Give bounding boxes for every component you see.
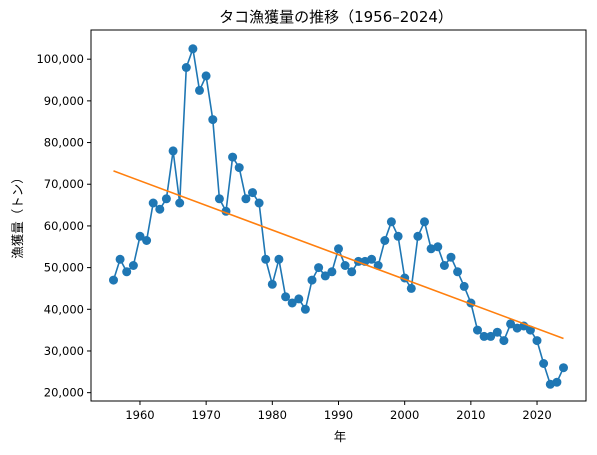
data-point <box>473 325 482 335</box>
data-point <box>486 331 496 341</box>
data-point <box>393 231 403 241</box>
data-point <box>201 71 211 81</box>
y-tick-label: 30,000 <box>44 344 84 358</box>
data-point <box>254 198 264 208</box>
x-tick-label: 1970 <box>192 408 221 422</box>
data-point <box>181 63 191 72</box>
data-point <box>300 304 310 314</box>
y-tick-label: 70,000 <box>44 177 84 191</box>
data-point <box>380 236 390 245</box>
plot-area <box>90 29 587 402</box>
data-point <box>128 261 138 270</box>
data-point <box>506 319 516 329</box>
data-point <box>413 231 423 241</box>
data-point <box>188 44 198 54</box>
data-point <box>446 252 456 262</box>
data-point <box>135 231 145 241</box>
data-point <box>479 331 489 341</box>
data-point <box>122 267 132 277</box>
y-tick-label: 50,000 <box>44 261 84 275</box>
data-point <box>142 236 152 245</box>
data-point <box>492 327 502 337</box>
data-point <box>459 281 469 291</box>
data-point <box>499 336 509 346</box>
data-point <box>241 194 251 204</box>
data-point <box>334 244 343 254</box>
x-axis-label: 年 <box>334 429 347 444</box>
data-point <box>307 275 317 285</box>
data-point <box>234 163 244 173</box>
data-point <box>433 242 443 252</box>
y-axis: 20,000 30,000 40,000 50,000 60,000 70,000 80,0… <box>36 52 91 400</box>
y-axis-label: 漁獲量（トン） <box>10 171 25 259</box>
y-tick-label: 90,000 <box>44 94 84 108</box>
y-tick-label: 100,000 <box>36 52 84 66</box>
x-tick-label: 1960 <box>125 408 154 422</box>
data-point <box>373 261 383 270</box>
chart-title: タコ漁獲量の推移（1956–2024） <box>219 8 453 26</box>
data-point <box>406 283 416 293</box>
data-point <box>367 254 377 264</box>
data-point <box>294 294 304 304</box>
x-tick-label: 2000 <box>390 408 419 422</box>
data-point <box>532 336 542 346</box>
data-point <box>314 263 324 273</box>
data-point <box>552 377 562 387</box>
x-tick-label: 2020 <box>522 408 551 422</box>
x-tick-label: 1990 <box>324 408 353 422</box>
y-tick-label: 80,000 <box>44 136 84 150</box>
data-point <box>228 152 238 162</box>
data-point <box>439 261 449 270</box>
data-point <box>214 194 224 204</box>
data-point <box>320 271 330 281</box>
y-tick-label: 20,000 <box>44 386 84 400</box>
data-point <box>195 85 204 95</box>
x-tick-label: 2010 <box>456 408 485 422</box>
data-point <box>386 217 396 227</box>
data-point <box>161 194 171 204</box>
data-point <box>274 254 284 264</box>
data-point <box>420 217 429 227</box>
data-point <box>287 298 297 308</box>
data-point <box>115 254 125 264</box>
data-point <box>248 188 257 198</box>
y-tick-label: 60,000 <box>44 219 84 233</box>
trend-line <box>113 170 564 340</box>
data-point <box>559 363 568 373</box>
data-point <box>267 279 277 289</box>
data-point <box>155 204 165 214</box>
data-point <box>340 261 350 270</box>
plot-frame <box>90 29 587 402</box>
x-tick-label: 1980 <box>258 408 287 422</box>
data-point <box>261 254 271 264</box>
data-point <box>281 292 291 302</box>
data-point <box>148 198 158 208</box>
data-point <box>453 267 463 277</box>
data-point <box>327 267 337 277</box>
data-point <box>109 275 118 285</box>
data-point <box>208 115 218 125</box>
x-axis: 1960 1970 1980 1990 2000 2010 2020 <box>125 401 552 422</box>
data-point <box>175 198 185 208</box>
data-point <box>347 267 357 277</box>
data-point <box>168 146 178 156</box>
y-tick-label: 40,000 <box>44 302 84 316</box>
data-point <box>539 359 549 368</box>
